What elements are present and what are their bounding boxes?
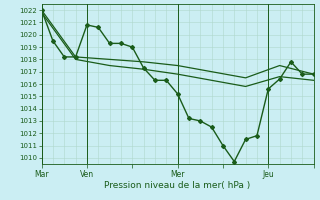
X-axis label: Pression niveau de la mer( hPa ): Pression niveau de la mer( hPa ) (104, 181, 251, 190)
